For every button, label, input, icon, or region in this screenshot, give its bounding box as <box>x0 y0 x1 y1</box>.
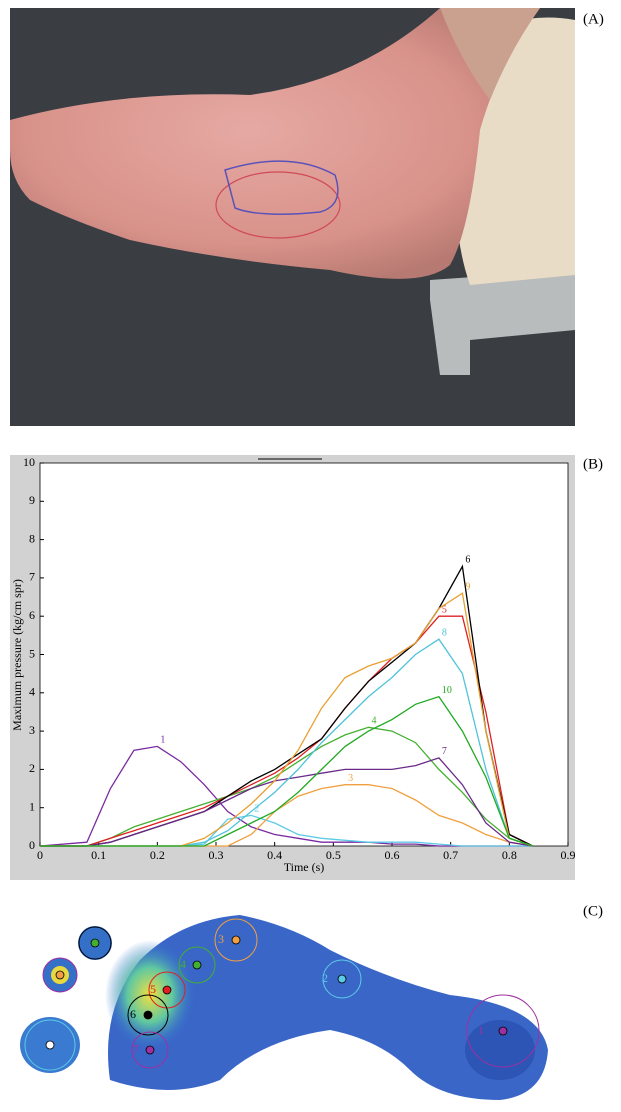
pressure-map <box>20 915 548 1100</box>
series-label: 9 <box>465 582 470 593</box>
line <box>40 757 533 847</box>
y-axis-label: Maximum pressure (kg/cm spr) <box>10 579 24 731</box>
line <box>40 615 534 847</box>
plot-area <box>39 462 569 847</box>
series-label: 6 <box>465 555 470 566</box>
x-tick-label: 0.9 <box>561 848 576 862</box>
x-tick-label: 0.4 <box>267 848 282 862</box>
y-tick-label: 10 <box>23 455 35 469</box>
panel-label: (B) <box>583 456 603 472</box>
series-label: 3 <box>348 773 353 784</box>
series-label: 2 <box>254 804 259 815</box>
panel-label: (C) <box>583 903 603 919</box>
line <box>40 695 534 847</box>
region-label: 5 <box>150 982 156 996</box>
x-tick-label: 0.8 <box>502 848 517 862</box>
x-tick-label: 0.3 <box>209 848 224 862</box>
y-tick-label: 3 <box>29 723 35 737</box>
region-label: 7 <box>133 1042 139 1056</box>
line <box>40 726 534 847</box>
x-tick-label: 0.5 <box>326 848 341 862</box>
y-tick-label: 8 <box>29 531 35 545</box>
x-tick-label: 0 <box>37 848 43 862</box>
x-axis-label: Time (s) <box>284 860 325 874</box>
photo <box>10 8 575 426</box>
y-tick-label: 7 <box>29 570 35 584</box>
plot: 0 0.1 0.2 0.3 0.4 0.5 0.6 0.7 0.8 0.9 0 1 2 3 4 5 6 7 8 9 10… <box>23 455 576 862</box>
series-label: 1 <box>160 735 165 746</box>
series-label: 10 <box>442 685 452 696</box>
x-tick-label: 0.2 <box>150 848 165 862</box>
region-label: 6 <box>130 1007 136 1021</box>
y-tick-label: 1 <box>29 799 35 813</box>
y-tick-label: 5 <box>29 646 35 660</box>
series-label: 4 <box>372 716 377 727</box>
series-label: 7 <box>442 746 447 757</box>
y-tick-label: 2 <box>29 761 35 775</box>
series-label: 5 <box>442 604 447 615</box>
y-tick-label: 0 <box>29 838 35 852</box>
y-tick-label: 6 <box>29 608 35 622</box>
region-label: 2 <box>322 971 328 985</box>
x-tick-label: 0.1 <box>91 848 106 862</box>
region-label: 1 <box>478 1023 484 1037</box>
x-tick-label: 0.7 <box>443 848 458 862</box>
y-tick-label: 9 <box>29 493 35 507</box>
x-tick-label: 0.6 <box>385 848 400 862</box>
region-label: 3 <box>218 932 224 946</box>
panel-label: (A) <box>583 11 604 27</box>
series-label: 8 <box>442 627 447 638</box>
y-tick-label: 4 <box>29 685 35 699</box>
region-label: 4 <box>180 957 186 971</box>
